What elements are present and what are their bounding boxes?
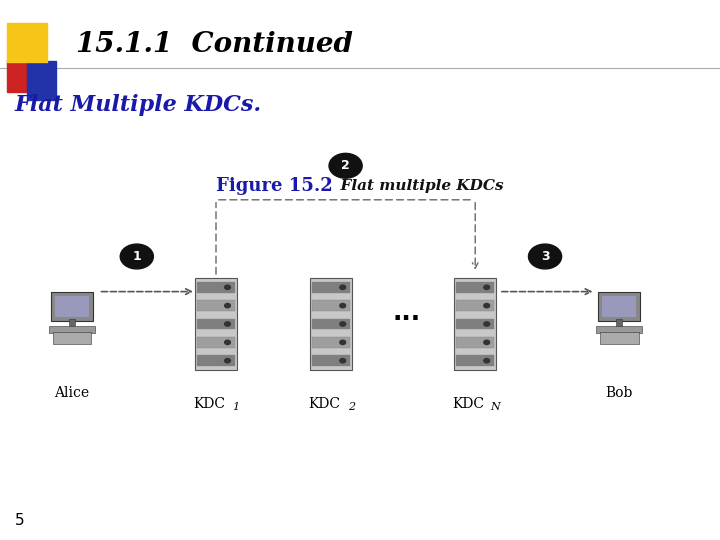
- Circle shape: [225, 303, 230, 308]
- Circle shape: [225, 322, 230, 326]
- Bar: [602, 296, 636, 317]
- Circle shape: [225, 285, 230, 289]
- Bar: [197, 282, 235, 293]
- Bar: [197, 319, 235, 329]
- Circle shape: [340, 359, 346, 363]
- Circle shape: [484, 285, 490, 289]
- Bar: [197, 300, 235, 311]
- Circle shape: [340, 285, 346, 289]
- Bar: [310, 278, 352, 370]
- Circle shape: [484, 303, 490, 308]
- Bar: [197, 337, 235, 348]
- Text: 2: 2: [348, 402, 355, 413]
- Text: Flat multiple KDCs: Flat multiple KDCs: [330, 179, 503, 193]
- Circle shape: [484, 359, 490, 363]
- Bar: [456, 319, 494, 329]
- Bar: [312, 300, 350, 311]
- Circle shape: [340, 322, 346, 326]
- Bar: [51, 292, 93, 321]
- Text: 2: 2: [341, 159, 350, 172]
- Bar: [312, 337, 350, 348]
- Circle shape: [484, 322, 490, 326]
- Text: 1: 1: [132, 250, 141, 263]
- Bar: [53, 332, 91, 344]
- Circle shape: [225, 359, 230, 363]
- Text: 3: 3: [541, 250, 549, 263]
- Bar: [454, 278, 496, 370]
- Bar: [49, 326, 95, 333]
- Bar: [456, 282, 494, 293]
- Bar: [55, 296, 89, 317]
- Bar: [197, 355, 235, 366]
- Text: Bob: Bob: [606, 386, 633, 400]
- Bar: [312, 282, 350, 293]
- Circle shape: [484, 340, 490, 345]
- Bar: [456, 337, 494, 348]
- Bar: [456, 300, 494, 311]
- Bar: [616, 319, 622, 327]
- Text: ...: ...: [392, 301, 421, 325]
- Circle shape: [329, 153, 362, 178]
- Circle shape: [340, 303, 346, 308]
- Bar: [69, 319, 75, 327]
- Bar: [195, 278, 237, 370]
- Circle shape: [528, 244, 562, 269]
- Text: 5: 5: [14, 513, 24, 528]
- Circle shape: [340, 340, 346, 345]
- Text: KDC: KDC: [193, 397, 225, 411]
- Bar: [312, 355, 350, 366]
- Bar: [596, 326, 642, 333]
- Text: Alice: Alice: [55, 386, 89, 400]
- Text: N: N: [490, 402, 500, 413]
- Text: Flat Multiple KDCs.: Flat Multiple KDCs.: [14, 94, 261, 116]
- Bar: [27, 61, 56, 100]
- Bar: [7, 60, 35, 92]
- Circle shape: [120, 244, 153, 269]
- Text: KDC: KDC: [308, 397, 340, 411]
- Text: KDC: KDC: [452, 397, 484, 411]
- Bar: [598, 292, 640, 321]
- Text: 15.1.1  Continued: 15.1.1 Continued: [76, 31, 353, 58]
- Bar: [600, 332, 639, 344]
- Bar: [456, 355, 494, 366]
- Text: Figure 15.2: Figure 15.2: [216, 177, 333, 195]
- Bar: [7, 23, 47, 62]
- Text: 1: 1: [233, 402, 240, 413]
- Circle shape: [225, 340, 230, 345]
- Bar: [312, 319, 350, 329]
